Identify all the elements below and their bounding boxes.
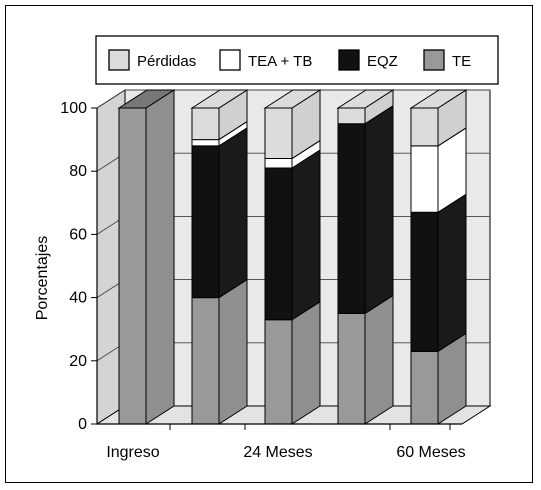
bar-segment-front [410, 145, 439, 213]
bar-segment-side [218, 278, 248, 425]
bar-segment-front [264, 158, 293, 169]
bar-segment-front [337, 123, 366, 314]
bar-segment-front [264, 167, 293, 321]
y-tick-label: 0 [78, 416, 87, 433]
bar-segment-front [410, 211, 439, 352]
bar-segment-side [364, 294, 394, 425]
bars [117, 89, 468, 425]
x-tick-label: 24 Meses [243, 444, 312, 461]
legend-swatch [108, 49, 130, 71]
legend-swatch [219, 49, 241, 71]
x-tick-label: 60 Meses [396, 444, 465, 461]
bar-segment-front [337, 107, 366, 125]
bar-segment-side [145, 89, 175, 425]
y-tick-label: 40 [69, 290, 87, 307]
legend-swatch [423, 49, 445, 71]
legend: Pérdidas TEA + TB EQZ TE [95, 35, 499, 85]
legend-label: TE [452, 53, 471, 70]
x-tick-label: Ingreso [106, 444, 159, 461]
bar-top [190, 89, 249, 109]
bar-segment-front [191, 107, 220, 141]
bar-segment-side [364, 104, 394, 315]
bar-segment-front [191, 145, 220, 299]
bar-top [263, 89, 322, 109]
bar-top [336, 89, 395, 109]
y-axis-label: Porcentajes [34, 236, 51, 321]
legend-label: EQZ [367, 53, 398, 70]
bar-segment-side [437, 193, 467, 353]
y-tick-label: 80 [69, 163, 87, 180]
bar-segment-front [191, 297, 220, 425]
bar-top [409, 89, 468, 109]
y-tick-label: 100 [60, 100, 87, 117]
y-tick-label: 60 [69, 226, 87, 243]
bar-segment-side [291, 149, 321, 321]
y-tick-label: 20 [69, 353, 87, 370]
bar-top [117, 89, 176, 109]
bar-segment-front [264, 107, 293, 160]
legend-swatch [338, 49, 360, 71]
bar-segment-side [291, 300, 321, 425]
bar-segment-side [218, 127, 248, 299]
bar-segment-front [337, 312, 366, 425]
bar-segment-front [410, 107, 439, 147]
bar-segment-front [118, 107, 147, 425]
legend-label: Pérdidas [137, 53, 196, 70]
bar-segment-front [264, 319, 293, 425]
axes: 0 20 40 60 80 100 Ingreso 24 Meses 60 Meses [60, 100, 465, 461]
bar-segment-front [191, 139, 220, 147]
chart-frame [5, 5, 533, 483]
legend-label: TEA + TB [248, 53, 312, 70]
bar-segment-front [410, 350, 439, 425]
